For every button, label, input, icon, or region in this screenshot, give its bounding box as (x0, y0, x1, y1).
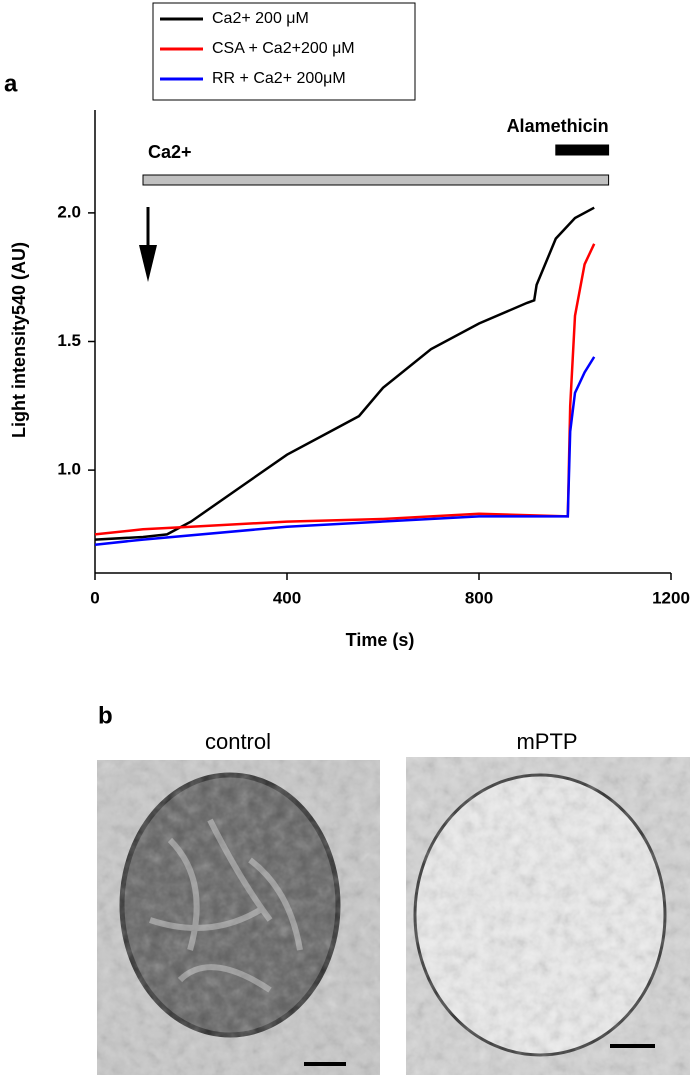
line-series (94, 356, 596, 546)
micrograph (406, 757, 690, 1075)
annotation-label: Ca2+ (148, 142, 192, 162)
legend-label: Ca2+ 200 μM (212, 10, 309, 27)
image-label: control (205, 729, 271, 754)
y-tick-label: 1.5 (57, 331, 81, 350)
micrograph (97, 760, 380, 1075)
legend-label: RR + Ca2+ 200μM (212, 70, 346, 87)
y-tick-label: 1.0 (57, 460, 81, 479)
annotation-bar (555, 144, 610, 156)
x-axis-label: Time (s) (346, 630, 415, 650)
annotation-arrow (139, 245, 157, 282)
x-tick-label: 1200 (652, 588, 690, 607)
line-series (94, 206, 595, 541)
panel-label: a (4, 70, 18, 97)
y-axis-label: Light intensity540 (AU) (9, 242, 29, 438)
legend-label: CSA + Ca2+200 μM (212, 40, 355, 57)
x-tick-label: 800 (465, 588, 493, 607)
x-tick-label: 400 (273, 588, 301, 607)
image-label: mPTP (516, 729, 577, 754)
annotation-label: Alamethicin (507, 116, 609, 136)
annotation-bar (142, 174, 610, 186)
line-series (94, 243, 596, 536)
x-tick-label: 0 (90, 588, 99, 607)
y-tick-label: 2.0 (57, 202, 81, 221)
panel-label: b (98, 702, 113, 729)
